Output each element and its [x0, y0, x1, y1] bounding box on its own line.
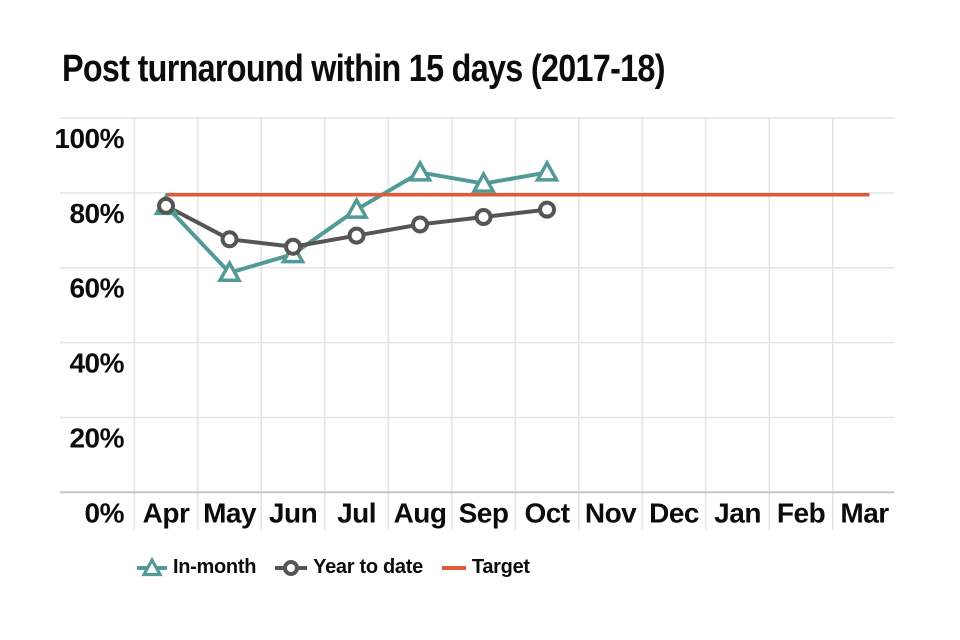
marker-circle	[284, 237, 303, 256]
x-axis-tick-label: Nov	[585, 497, 637, 528]
marker-triangle	[471, 170, 497, 193]
x-axis-tick-label: Jan	[714, 497, 761, 528]
y-axis-tick-label: 80%	[69, 198, 124, 229]
x-axis-tick-label: Apr	[143, 497, 190, 528]
legend-item-target: Target	[441, 556, 530, 579]
y-axis-tick-label: 100%	[54, 123, 124, 154]
marker-triangle	[534, 159, 560, 182]
legend-item-in-month: In-month	[137, 556, 256, 579]
y-axis-tick-label: 40%	[69, 348, 124, 379]
marker-circle	[411, 215, 430, 234]
marker-triangle	[217, 259, 243, 282]
x-axis-tick-label: Jul	[337, 497, 376, 528]
x-axis-tick-label: Jun	[269, 497, 317, 528]
marker-circle	[474, 208, 493, 227]
x-axis-tick-label: Oct	[524, 497, 569, 528]
chart-legend: In-month Year to date Target	[137, 556, 530, 579]
marker-circle	[157, 196, 176, 215]
x-axis-tick-label: Aug	[394, 497, 447, 528]
legend-label-target: Target	[471, 556, 530, 578]
x-axis-tick-label: Feb	[777, 497, 825, 528]
x-axis-tick-label: Mar	[840, 497, 889, 528]
legend-item-year-to-date: Year to date	[275, 556, 423, 579]
legend-label-year-to-date: Year to date	[313, 556, 423, 578]
marker-circle	[538, 200, 557, 219]
line-chart: 0% 20% 40% 60% 80% 100% Apr May Jun Jul Aug Sep Oct N…	[54, 117, 895, 530]
x-axis-tick-label: May	[203, 497, 257, 528]
y-axis-tick-label: 20%	[69, 422, 124, 453]
marker-circle	[347, 226, 366, 245]
legend-label-in-month: In-month	[173, 556, 257, 578]
in-month-marker-icon	[137, 556, 167, 576]
y-axis-tick-label: 60%	[69, 273, 124, 304]
target-line-icon	[441, 565, 466, 570]
y-axis-tick-label: 0%	[85, 497, 125, 528]
legend-swatch-circle	[283, 559, 300, 576]
x-axis-tick-label: Sep	[459, 497, 509, 528]
marker-triangle	[344, 196, 370, 219]
legend-swatch-triangle	[141, 556, 163, 576]
marker-triangle	[407, 159, 433, 182]
x-axis-tick-label: Dec	[649, 497, 699, 528]
marker-circle	[220, 230, 239, 249]
chart-title: Post turnaround within 15 days (2017-18)	[62, 48, 665, 90]
year-to-date-marker-icon	[275, 559, 308, 576]
